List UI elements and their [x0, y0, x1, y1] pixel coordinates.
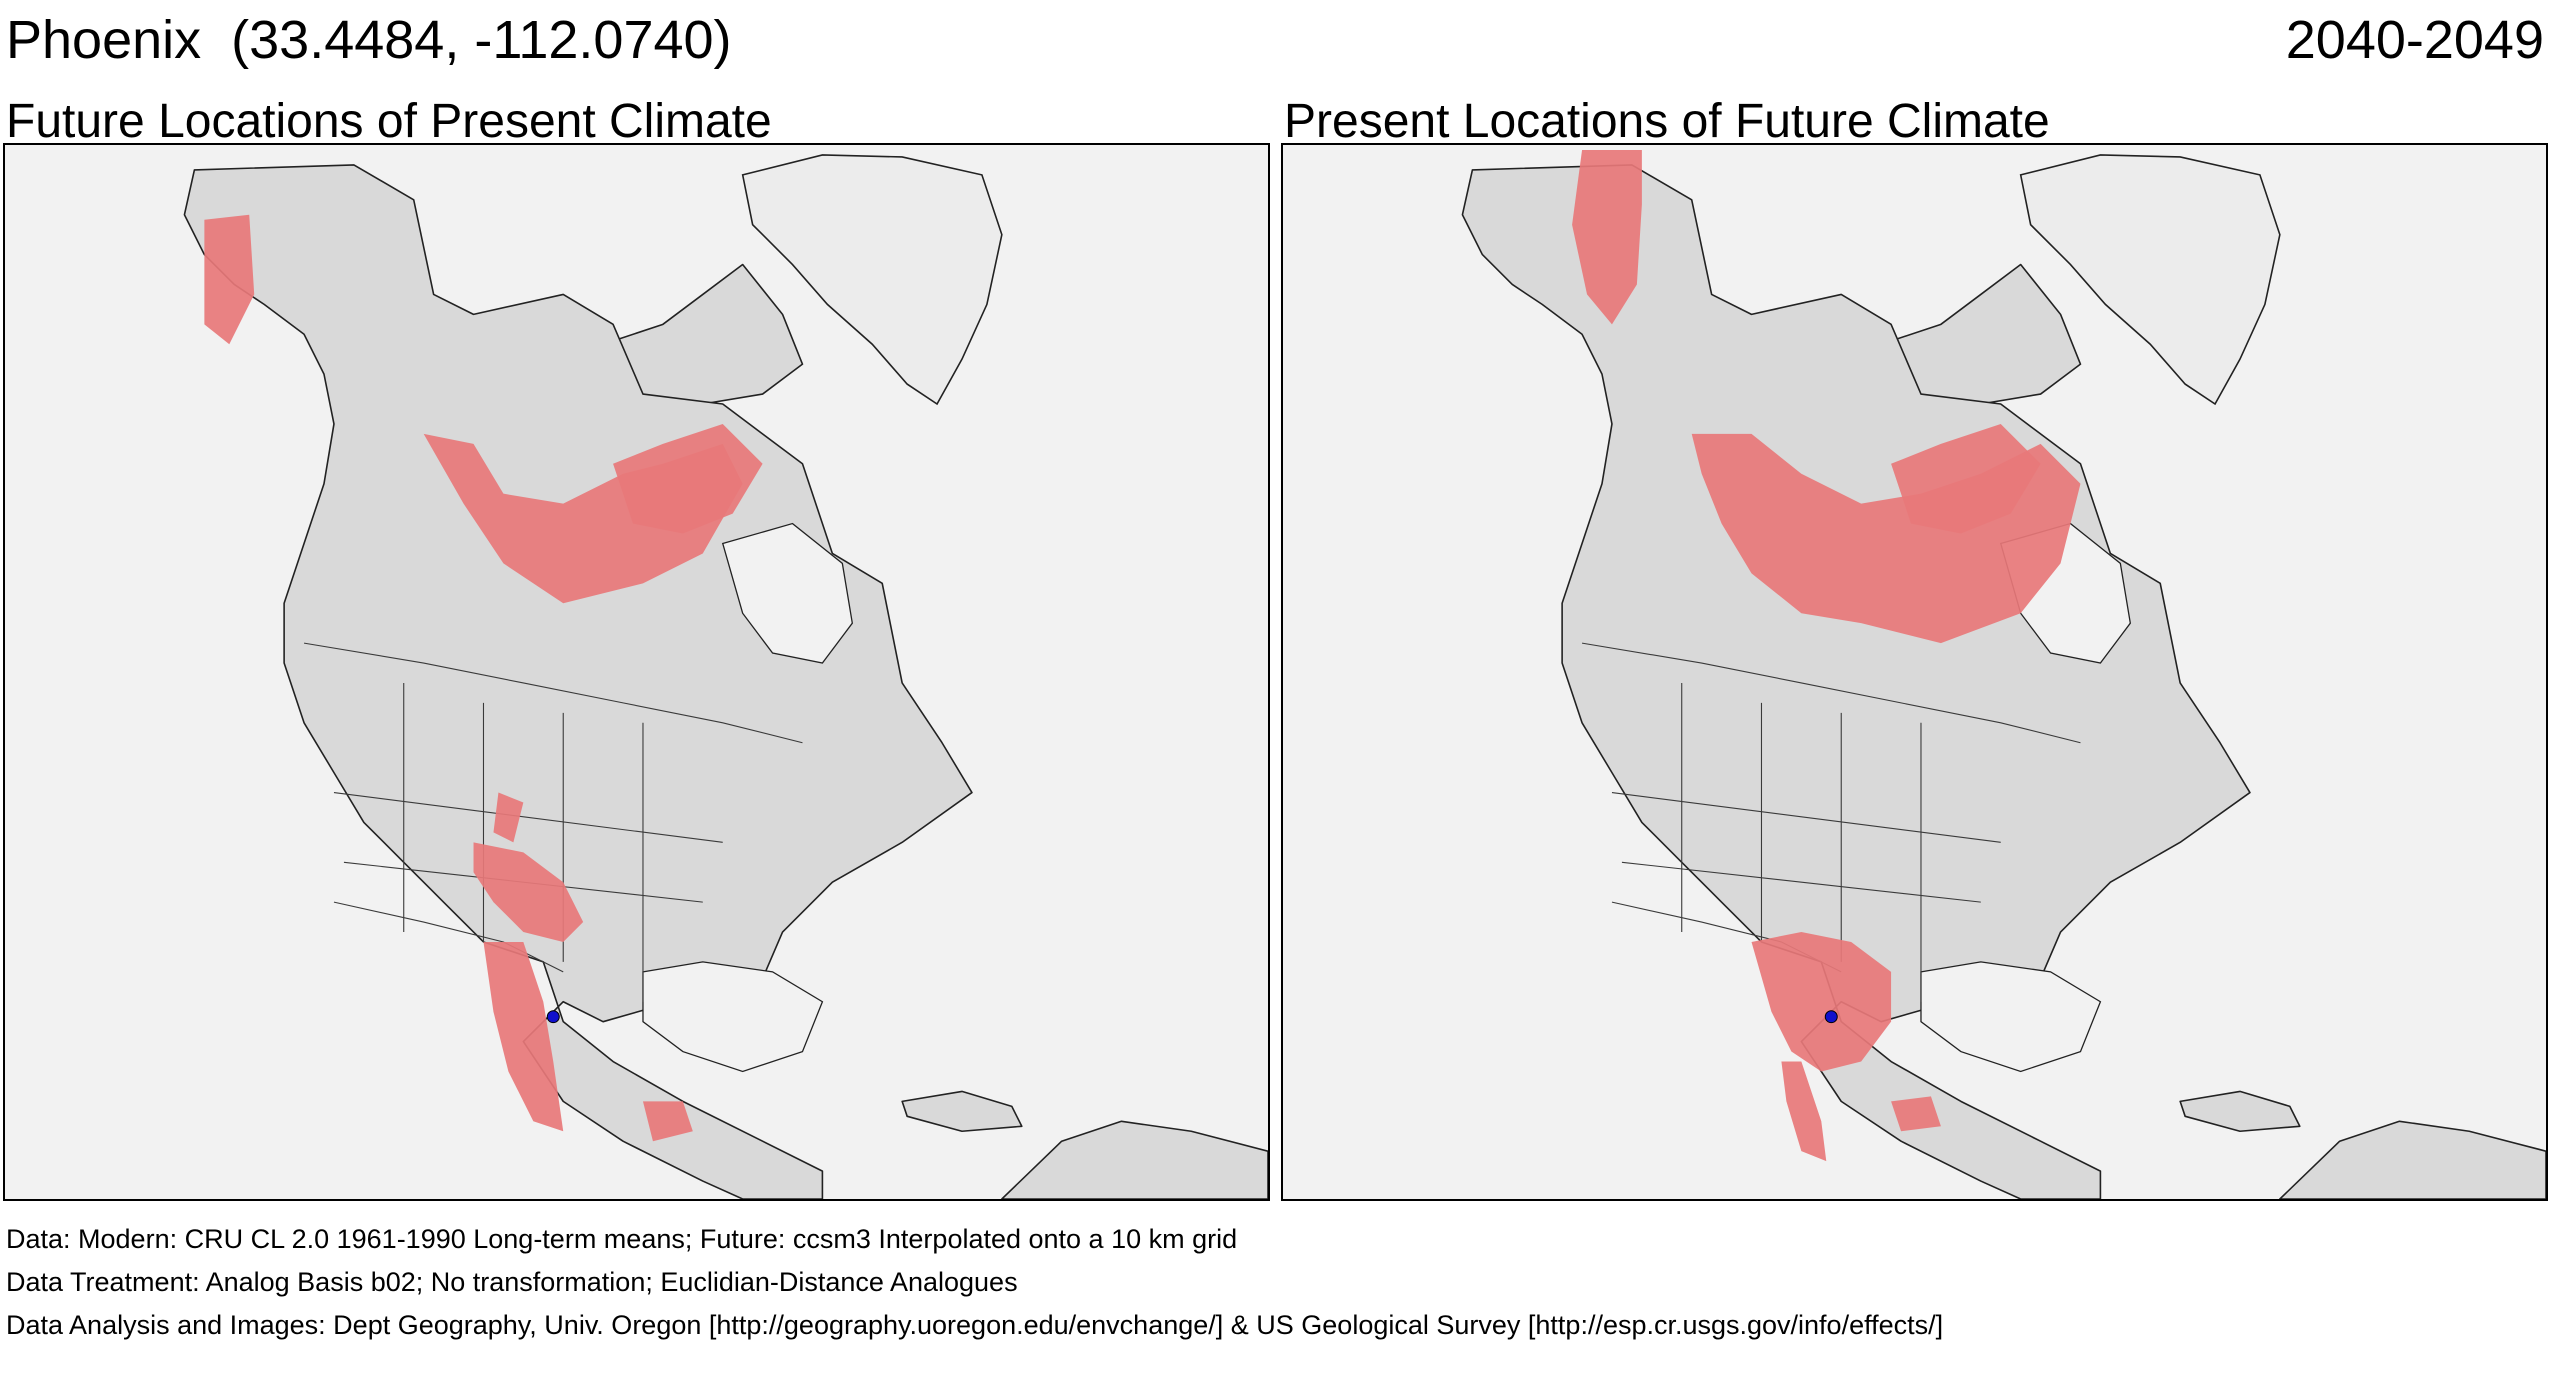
- footer-treatment: Data Treatment: Analog Basis b02; No tra…: [6, 1267, 1018, 1297]
- gulf-of-mexico: [1920, 961, 2102, 1073]
- right-map-title: Present Locations of Future Climate: [1284, 95, 2050, 148]
- caribbean-islands: [2179, 1090, 2301, 1133]
- south-america-tip: [2279, 1120, 2546, 1199]
- analog-region-california: [483, 941, 564, 1132]
- analog-region-southwest: [1751, 932, 1892, 1072]
- analog-region-mexico: [642, 1101, 693, 1142]
- period-label: 2040-2049: [2285, 10, 2544, 70]
- state-lines: [333, 682, 723, 1002]
- us-mexico-border: [333, 901, 564, 973]
- analog-region-arctic-islands: [1891, 423, 2041, 534]
- analog-region-great-basin: [473, 842, 584, 942]
- footer-data: Data: Modern: CRU CL 2.0 1961-1990 Long-…: [6, 1224, 1238, 1254]
- us-canada-border: [303, 642, 803, 744]
- left-phoenix-marker: [546, 1010, 560, 1024]
- left-map-panel: [3, 143, 1270, 1201]
- north-america-landmass: [183, 164, 973, 1199]
- left-basemap: [183, 154, 1268, 1199]
- left-map-title: Future Locations of Present Climate: [6, 95, 772, 148]
- right-basemap: [1461, 154, 2546, 1199]
- greenland: [2019, 154, 2281, 406]
- analog-region-pacific-nw: [493, 792, 524, 843]
- hudson-bay: [721, 522, 854, 664]
- north-america-landmass: [1461, 164, 2251, 1199]
- caribbean-islands: [901, 1090, 1023, 1133]
- left-map-canvas: [183, 154, 1268, 1199]
- analog-region-mexico: [1891, 1096, 1941, 1132]
- location-title: Phoenix (33.4484, -112.0740): [6, 10, 732, 70]
- analog-region-alaska: [204, 214, 255, 345]
- right-map-panel: [1281, 143, 2548, 1201]
- analog-region-baja: [1781, 1061, 1827, 1162]
- gulf-of-mexico: [642, 961, 824, 1073]
- footer-analysis: Data Analysis and Images: Dept Geography…: [6, 1310, 1944, 1340]
- state-lines: [1611, 682, 2001, 1002]
- south-america-tip: [1001, 1120, 1268, 1199]
- greenland: [741, 154, 1003, 406]
- right-phoenix-marker: [1824, 1010, 1838, 1024]
- analog-region-arctic-islands: [613, 423, 763, 534]
- right-analog-regions: [1572, 149, 2081, 1162]
- right-map-canvas: [1461, 149, 2546, 1199]
- us-canada-border: [1581, 642, 2081, 744]
- analog-region-alaska: [1572, 149, 1642, 325]
- left-analog-regions: [204, 214, 763, 1142]
